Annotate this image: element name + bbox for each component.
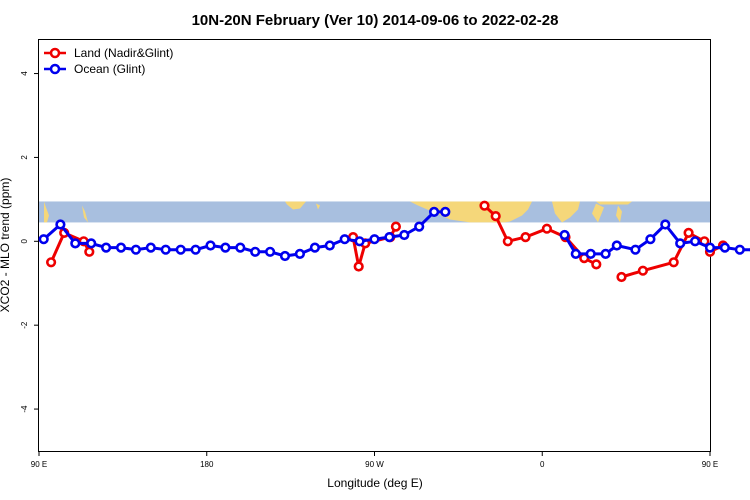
series-line [49, 231, 91, 263]
data-point [86, 238, 97, 249]
map-land-3 [316, 203, 320, 210]
data-point [390, 221, 402, 232]
map-land-1 [82, 205, 88, 223]
data-point [637, 265, 649, 276]
series-line [42, 210, 446, 258]
x-tick-label: 0 [540, 460, 545, 469]
data-point [279, 250, 291, 262]
chart-title: 10N-20N February (Ver 10) 2014-09-06 to … [192, 12, 559, 29]
data-point [265, 246, 276, 257]
map-land-4 [410, 201, 532, 223]
data-point [354, 236, 365, 247]
data-point [384, 232, 395, 243]
data-point [115, 242, 127, 253]
map-land-7 [616, 205, 622, 223]
map-land-5 [552, 201, 580, 223]
data-point [309, 242, 321, 253]
data-point [235, 242, 246, 253]
data-point [600, 248, 611, 259]
data-point [145, 242, 156, 253]
data-point [704, 242, 716, 253]
data-point [160, 244, 171, 255]
data-point [689, 236, 701, 247]
x-axis-label: Longitude (deg E) [327, 476, 422, 490]
data-point [570, 248, 581, 259]
data-point [250, 246, 261, 257]
data-point [645, 234, 656, 245]
data-point [205, 240, 216, 251]
data-point [683, 227, 694, 238]
data-point [190, 244, 201, 255]
x-tick-label: 180 [200, 460, 214, 469]
y-tick-label: 0 [20, 239, 29, 244]
data-point [719, 242, 731, 253]
plot-frame [38, 39, 711, 452]
map-land-2 [285, 201, 306, 210]
data-point [429, 206, 440, 217]
data-point [100, 242, 112, 253]
legend-marker-land [49, 47, 61, 59]
legend-item-ocean: Ocean (Glint) [44, 62, 145, 76]
y-tick-label: -2 [20, 321, 29, 329]
data-point [399, 229, 410, 241]
legend-item-land: Land (Nadir&Glint) [44, 46, 173, 60]
map-ocean [39, 201, 710, 223]
data-point [668, 257, 679, 268]
data-point [175, 244, 186, 255]
data-point [339, 234, 350, 245]
legend-marker-ocean [49, 63, 61, 75]
data-point [490, 211, 501, 222]
data-point [585, 248, 596, 259]
data-point [38, 234, 49, 245]
data-point [45, 257, 57, 268]
data-point [130, 244, 141, 255]
y-tick-label: -4 [20, 405, 29, 413]
series-layer [38, 200, 750, 283]
data-point [675, 238, 686, 249]
data-point [479, 200, 490, 211]
x-tick-label: 90 W [365, 460, 384, 469]
y-tick-label: 4 [20, 71, 29, 76]
y-axis-label: XCO2 - MLO trend (ppm) [0, 178, 12, 313]
data-point [541, 223, 553, 234]
data-point [70, 238, 81, 249]
data-point [353, 261, 364, 272]
map-land-0 [44, 201, 49, 223]
data-point [660, 219, 671, 230]
legend: Land (Nadir&Glint) Ocean (Glint) [44, 46, 173, 76]
data-point [559, 229, 570, 241]
x-tick-label: 90 E [31, 460, 47, 469]
data-point [616, 271, 627, 283]
y-tick-label: 2 [20, 155, 29, 160]
series-1 [38, 206, 750, 262]
data-point [591, 259, 602, 270]
map-land-6 [592, 203, 604, 223]
background-map [39, 201, 710, 223]
data-point [611, 240, 622, 251]
data-point [84, 246, 95, 257]
legend-label-land: Land (Nadir&Glint) [74, 46, 173, 60]
data-point [414, 221, 425, 232]
data-point [220, 242, 231, 253]
data-point [502, 236, 513, 247]
x-tick-label: 90 E [702, 460, 718, 469]
data-point [630, 244, 641, 255]
data-point [440, 206, 451, 217]
data-point [369, 234, 380, 245]
y-axis: -4 -2 0 2 4 [20, 71, 39, 413]
map-land-8 [596, 201, 632, 205]
data-point [734, 244, 745, 255]
data-point [294, 248, 306, 259]
x-axis: 90 E 180 90 W 0 90 E [31, 451, 718, 469]
data-point [324, 240, 335, 251]
data-point [520, 232, 531, 243]
legend-label-ocean: Ocean (Glint) [74, 62, 145, 76]
data-point [55, 219, 66, 230]
